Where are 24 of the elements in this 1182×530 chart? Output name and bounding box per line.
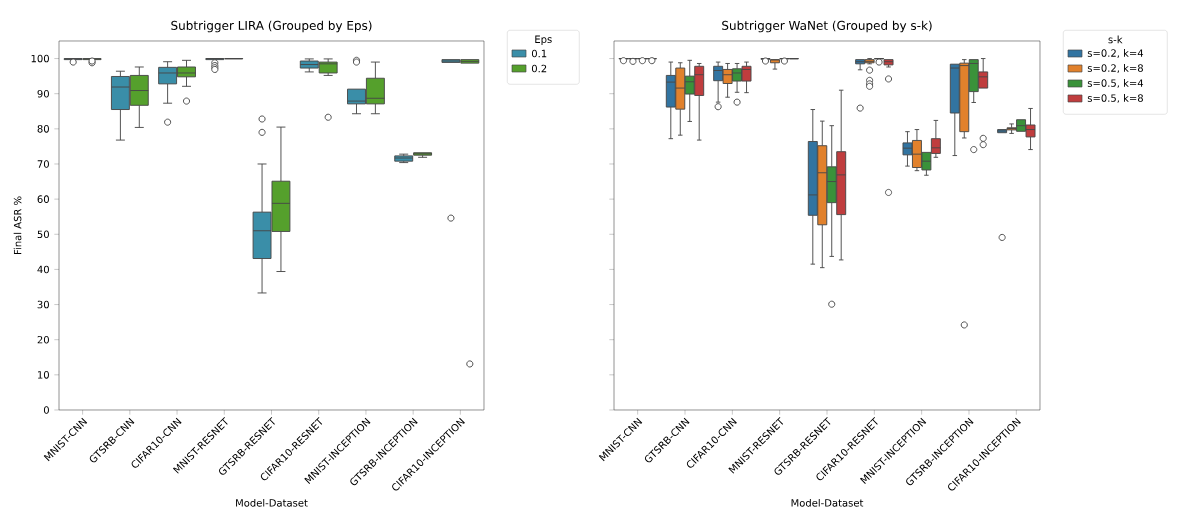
y-tick-label: 70 — [37, 160, 49, 168]
legend-label: 0.1 — [531, 49, 547, 58]
y-tick-label: 30 — [37, 300, 49, 309]
legend-title: Eps — [535, 35, 552, 45]
y-tick-label: 0 — [43, 406, 49, 414]
y-tick-label: 100 — [31, 54, 49, 63]
legend-label: s=0.5, k=8 — [1087, 94, 1143, 103]
legend-label: s=0.2, k=8 — [1087, 64, 1143, 73]
y-tick-label: 40 — [37, 265, 49, 274]
x-axis-title: Model-Dataset — [236, 498, 308, 507]
y-tick-label: 80 — [37, 125, 49, 133]
y-tick-label: 90 — [37, 89, 49, 98]
legend-label: 0.2 — [531, 64, 547, 73]
x-axis-title: Model-Dataset — [791, 498, 864, 507]
y-tick-label: 10 — [38, 371, 49, 379]
y-tick-label: 60 — [37, 195, 49, 203]
legend-label: s=0.2, k=4 — [1087, 49, 1144, 58]
legend-title: s-k — [1108, 35, 1123, 44]
y-tick-label: 20 — [37, 335, 49, 344]
y-tick-label: 50 — [37, 230, 49, 239]
chart-title: Subtrigger LIRA (Grouped by Eps) — [171, 20, 372, 33]
chart-title: Subtrigger WaNet (Grouped by s-k) — [722, 20, 932, 33]
legend-label: s=0.5, k=4 — [1087, 79, 1144, 88]
y-axis-title: Final ASR % — [13, 196, 22, 255]
